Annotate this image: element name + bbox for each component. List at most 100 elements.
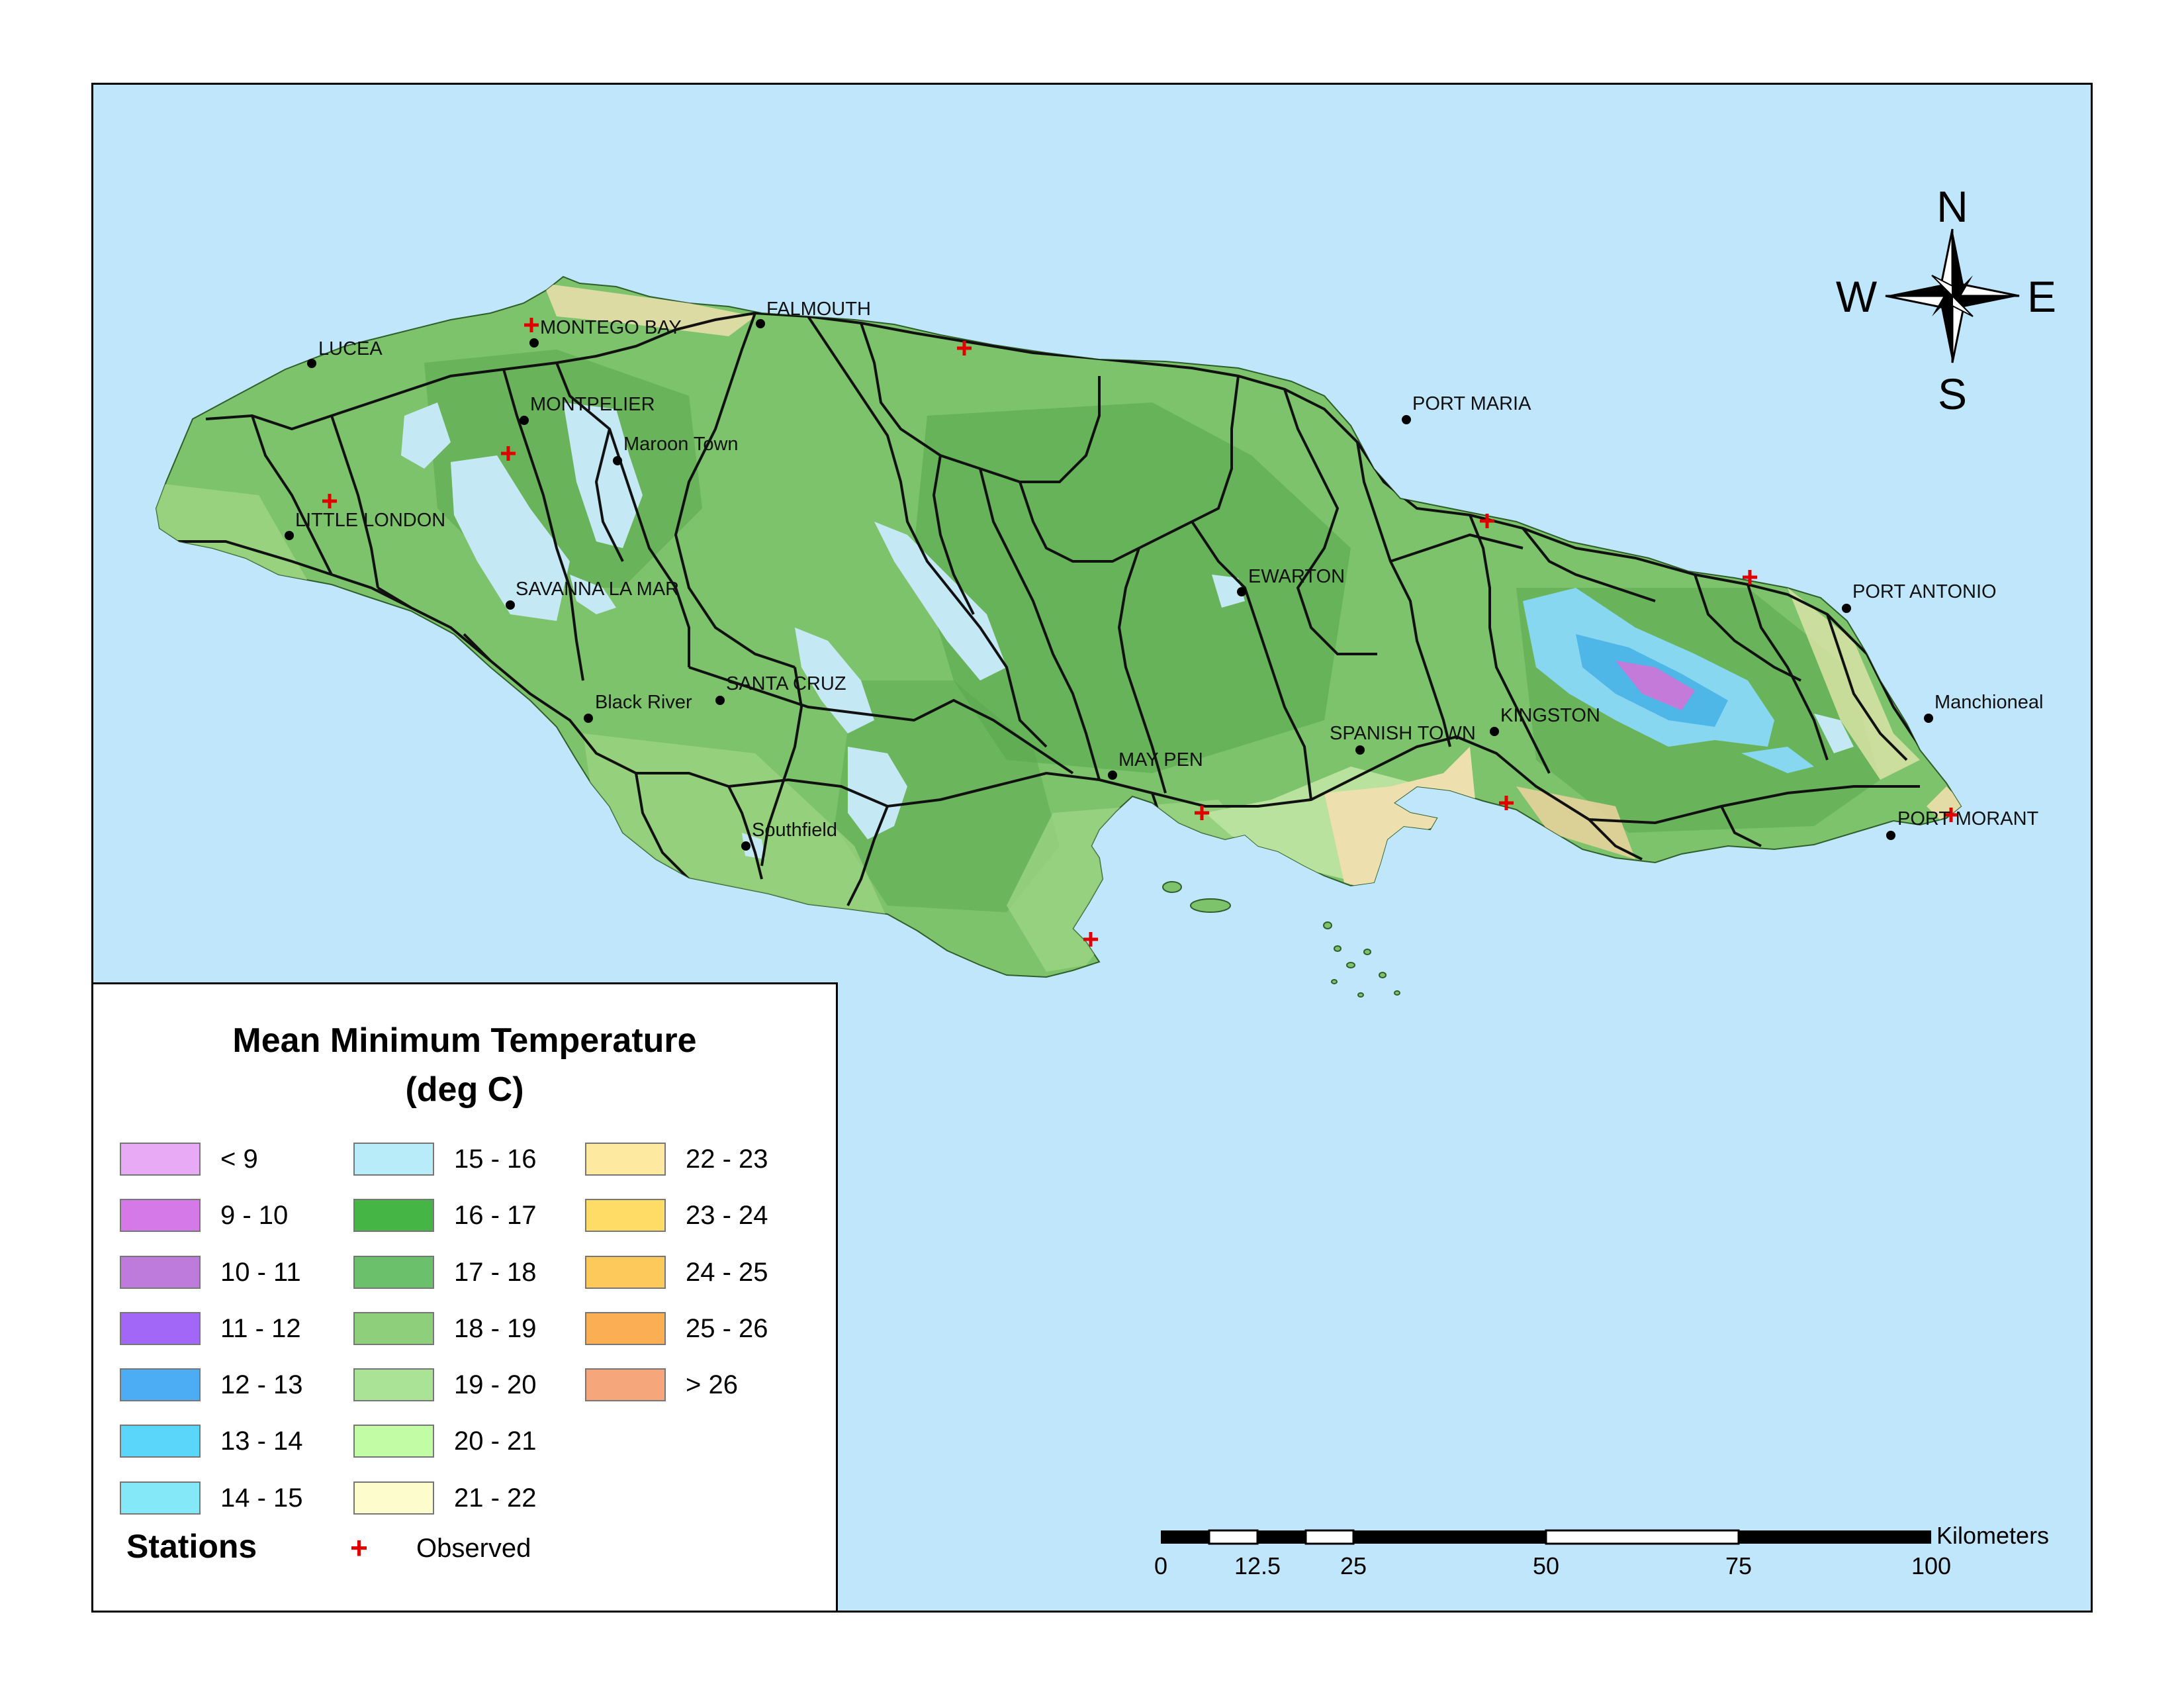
station-marker [1499, 796, 1514, 810]
legend-title: Mean Minimum Temperature (deg C) [93, 1016, 836, 1114]
compass-west-label: W [1836, 272, 1878, 321]
scale-bar-segment [1257, 1530, 1306, 1544]
scale-tick-label: 100 [1911, 1552, 1951, 1579]
place-dot-port-maria [1402, 415, 1411, 424]
place-label-spanish-town: SPANISH TOWN [1330, 723, 1476, 744]
legend-class-label: 23 - 24 [686, 1201, 768, 1230]
place-dot-falmouth [756, 319, 765, 328]
legend-title-line1: Mean Minimum Temperature [232, 1021, 697, 1060]
legend-class-label: 19 - 20 [454, 1370, 537, 1399]
legend-class-label: < 9 [220, 1145, 258, 1174]
scale-tick-label: 25 [1340, 1552, 1367, 1579]
scale-tick-label: 50 [1533, 1552, 1559, 1579]
place-dot-manchioneal [1924, 714, 1933, 723]
stations-observed-label: Observed [416, 1534, 531, 1563]
place-label-port-morant: PORT MORANT [1897, 808, 2039, 829]
station-marker [957, 341, 972, 355]
station-markers [322, 318, 1958, 947]
place-dot-black-river [584, 714, 593, 723]
legend-class-label: 25 - 26 [686, 1314, 768, 1343]
legend-swatch [353, 1199, 434, 1232]
place-label-santa-cruz: SANTA CRUZ [726, 673, 846, 694]
map-canvas: LUCEA MONTEGO BAY FALMOUTH MONTPELIER Ma… [156, 182, 2056, 1579]
legend-class-label: 9 - 10 [220, 1201, 289, 1230]
station-marker [1743, 570, 1757, 585]
station-marker [1480, 514, 1494, 528]
place-labels: LUCEA MONTEGO BAY FALMOUTH MONTPELIER Ma… [295, 299, 2043, 841]
legend-class-label: 11 - 12 [220, 1314, 301, 1343]
compass-north-label: N [1936, 182, 1968, 231]
place-dot-montego-bay [529, 338, 539, 348]
legend-swatch [353, 1143, 434, 1176]
legend-class-label: > 26 [686, 1370, 738, 1399]
place-dot-kingston [1490, 727, 1499, 736]
legend-swatch [353, 1481, 434, 1515]
place-label-little-london: LITTLE LONDON [295, 510, 445, 531]
legend-swatch [120, 1312, 201, 1345]
station-marker [1944, 808, 1958, 822]
place-label-port-maria: PORT MARIA [1412, 393, 1531, 414]
place-label-ewarton: EWARTON [1248, 566, 1345, 587]
place-dot-port-morant [1886, 831, 1895, 840]
legend-class-label: 24 - 25 [686, 1258, 768, 1287]
legend-swatch [585, 1312, 666, 1345]
legend-swatch [120, 1143, 201, 1176]
place-dot-santa-cruz [715, 696, 725, 705]
place-label-manchioneal: Manchioneal [1934, 692, 2043, 713]
legend-swatch [120, 1256, 201, 1289]
legend-swatch [353, 1368, 434, 1401]
place-label-may-pen: MAY PEN [1118, 749, 1203, 771]
legend-class-label: 16 - 17 [454, 1201, 537, 1230]
scale-bar: Kilometers 0 12.5 25 50 75 100 [1154, 1522, 2049, 1579]
place-label-falmouth: FALMOUTH [766, 299, 871, 320]
scale-bar-segment [1208, 1529, 1259, 1545]
scale-bar-segment [1161, 1530, 1209, 1544]
road-network [173, 311, 1948, 906]
compass-rose: N S E W [1836, 182, 2056, 418]
place-label-savanna-la-mar: SAVANNA LA MAR [516, 579, 679, 600]
place-label-port-antonio: PORT ANTONIO [1852, 581, 1997, 602]
place-dot-lucea [307, 359, 316, 368]
legend-swatch [120, 1368, 201, 1401]
scale-tick-label: 75 [1725, 1552, 1752, 1579]
legend-class-label: 13 - 14 [220, 1427, 303, 1456]
place-dot-savanna-la-mar [506, 600, 515, 610]
scale-bar-segment [1304, 1529, 1355, 1545]
place-dot-little-london [285, 531, 294, 540]
legend-swatch [353, 1425, 434, 1458]
legend-class-label: 18 - 19 [454, 1314, 537, 1343]
place-label-montego-bay: MONTEGO BAY [540, 317, 682, 338]
legend-class-label: 20 - 21 [454, 1427, 537, 1456]
scale-bar-segment [1545, 1529, 1740, 1545]
legend-class-label: 12 - 13 [220, 1370, 303, 1399]
place-dot-port-antonio [1842, 604, 1851, 613]
station-marker [322, 494, 337, 508]
scale-tick-label: 0 [1154, 1552, 1167, 1579]
place-label-maroon-town: Maroon Town [623, 434, 739, 455]
station-marker [1083, 932, 1098, 947]
stations-heading: Stations [126, 1528, 257, 1565]
scale-tick-label: 12.5 [1234, 1552, 1281, 1579]
place-dot-montpelier [520, 416, 529, 425]
legend-swatch [120, 1199, 201, 1232]
compass-east-label: E [2027, 272, 2056, 321]
legend-swatch [353, 1312, 434, 1345]
scale-bar-segment [1353, 1530, 1546, 1544]
place-dot-southfield [741, 841, 751, 851]
map-frame: LUCEA MONTEGO BAY FALMOUTH MONTPELIER Ma… [91, 83, 2093, 1613]
offshore-cays [1162, 881, 1400, 998]
legend-class-label: 22 - 23 [686, 1145, 768, 1174]
place-dot-spanish-town [1355, 745, 1365, 755]
place-label-montpelier: MONTPELIER [530, 394, 655, 415]
place-dot-maroon-town [613, 456, 622, 465]
legend-panel: Mean Minimum Temperature (deg C) < 9 9 -… [93, 982, 838, 1611]
station-marker-icon: + [350, 1530, 368, 1565]
legend-swatch [120, 1425, 201, 1458]
place-dot-may-pen [1108, 771, 1117, 780]
scale-bar-segment [1739, 1530, 1931, 1544]
place-label-kingston: KINGSTON [1500, 705, 1600, 726]
place-label-lucea: LUCEA [318, 338, 383, 359]
scale-unit-label: Kilometers [1936, 1522, 2049, 1549]
legend-class-label: 14 - 15 [220, 1483, 303, 1513]
legend-title-line2: (deg C) [405, 1070, 524, 1109]
